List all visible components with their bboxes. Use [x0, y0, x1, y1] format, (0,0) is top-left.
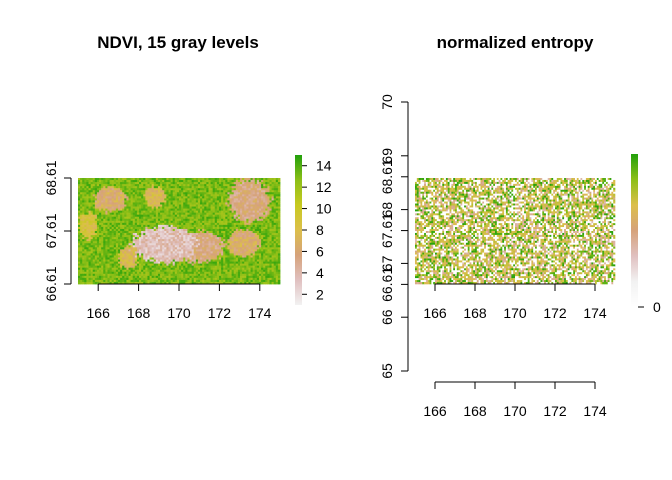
panel-entropy: normalized entropy 166 166 168 168 170 170 172…	[379, 33, 661, 419]
y-tick-label: 67.61	[43, 213, 59, 248]
x-tick-label: 172	[208, 305, 232, 321]
y-tick-label: 70	[379, 94, 395, 110]
legend-tick-label: 10	[316, 201, 332, 217]
raster-ndvi	[78, 178, 281, 285]
colorbar	[295, 155, 302, 305]
x-tick-label: 168	[127, 305, 151, 321]
y-axis-ndvi: 66.61 67.61 68.61	[43, 160, 72, 302]
x-axis-entropy: 166 166 168 168 170 170 172 172 174 174	[423, 283, 607, 419]
y-tick-label: 67	[379, 255, 395, 271]
raster-entropy	[415, 178, 616, 285]
x-axis-ndvi: 166 168 170 172 174	[87, 283, 272, 321]
x-tick-label-lower: 168	[463, 403, 487, 419]
y-tick-label: 66.61	[379, 267, 395, 302]
y-tick-label: 66.61	[43, 266, 59, 301]
y-tick-label: 67.61	[379, 213, 395, 248]
x-tick-label: 172	[543, 305, 567, 321]
x-tick-label: 166	[87, 305, 111, 321]
colorbar	[631, 154, 638, 307]
y-tick-label: 65	[379, 363, 395, 379]
legend-tick-label: 6	[316, 243, 324, 259]
legend-tick-label: 2	[316, 286, 324, 302]
panel-ndvi: NDVI, 15 gray levels 166 168 170 172 174 66.…	[43, 33, 332, 321]
legend-tick-label: 0	[653, 299, 661, 315]
y-tick-label: 68.61	[43, 160, 59, 195]
x-tick-label: 174	[583, 305, 607, 321]
legend-tick-label: 14	[316, 158, 332, 174]
x-tick-label-lower: 172	[543, 403, 567, 419]
legend-tick-label: 12	[316, 179, 332, 195]
chart-title-entropy: normalized entropy	[437, 33, 594, 52]
x-tick-label-lower: 174	[583, 403, 607, 419]
chart-title-ndvi: NDVI, 15 gray levels	[97, 33, 259, 52]
x-tick-label: 166	[423, 305, 447, 321]
y-tick-label: 68	[379, 202, 395, 218]
legend-ndvi: 2 4 6 8 10 12 14	[295, 155, 332, 305]
x-tick-label: 168	[463, 305, 487, 321]
y-tick-label: 69	[379, 148, 395, 164]
x-tick-label: 174	[248, 305, 272, 321]
x-tick-label-lower: 166	[423, 403, 447, 419]
y-tick-label: 68.61	[379, 159, 395, 194]
legend-tick-label: 8	[316, 222, 324, 238]
x-tick-label-lower: 170	[503, 403, 527, 419]
legend-tick-label: 4	[316, 265, 324, 281]
y-tick-label: 66	[379, 309, 395, 325]
x-tick-label: 170	[503, 305, 527, 321]
x-tick-label: 170	[167, 305, 191, 321]
legend-entropy: 0	[631, 154, 661, 315]
